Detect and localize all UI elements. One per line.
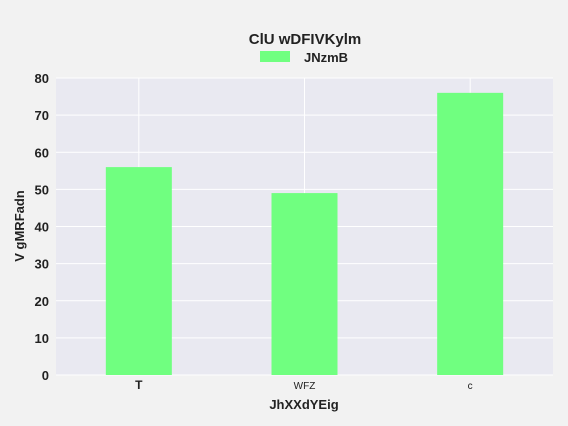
y-tick-label: 70 <box>35 108 49 123</box>
x-tick-label: T <box>135 378 143 392</box>
y-axis-label: V gMRFadn <box>12 190 27 262</box>
y-axis-ticks: 0 10 20 30 40 50 60 70 80 <box>35 71 49 383</box>
bars <box>105 92 504 375</box>
legend: JNzmB <box>260 50 348 65</box>
y-tick-label: 50 <box>35 182 49 197</box>
bar-T <box>105 167 172 375</box>
y-tick-label: 60 <box>35 145 49 160</box>
chart-title: ClU wDFIVKylm <box>249 31 362 48</box>
y-tick-label: 0 <box>42 368 49 383</box>
bar-WFZ <box>271 193 338 375</box>
x-axis-label: JhXXdYEig <box>269 397 338 412</box>
y-tick-label: 10 <box>35 331 49 346</box>
bar-c <box>437 92 504 375</box>
x-tick-label: c <box>468 381 473 392</box>
y-tick-label: 20 <box>35 294 49 309</box>
y-tick-label: 30 <box>35 257 49 272</box>
x-tick-label: WFZ <box>294 381 316 392</box>
legend-label: JNzmB <box>304 50 348 65</box>
y-tick-label: 80 <box>35 71 49 86</box>
x-axis-ticks: T WFZ c <box>135 378 473 392</box>
y-tick-label: 40 <box>35 220 49 235</box>
legend-swatch <box>260 51 290 62</box>
